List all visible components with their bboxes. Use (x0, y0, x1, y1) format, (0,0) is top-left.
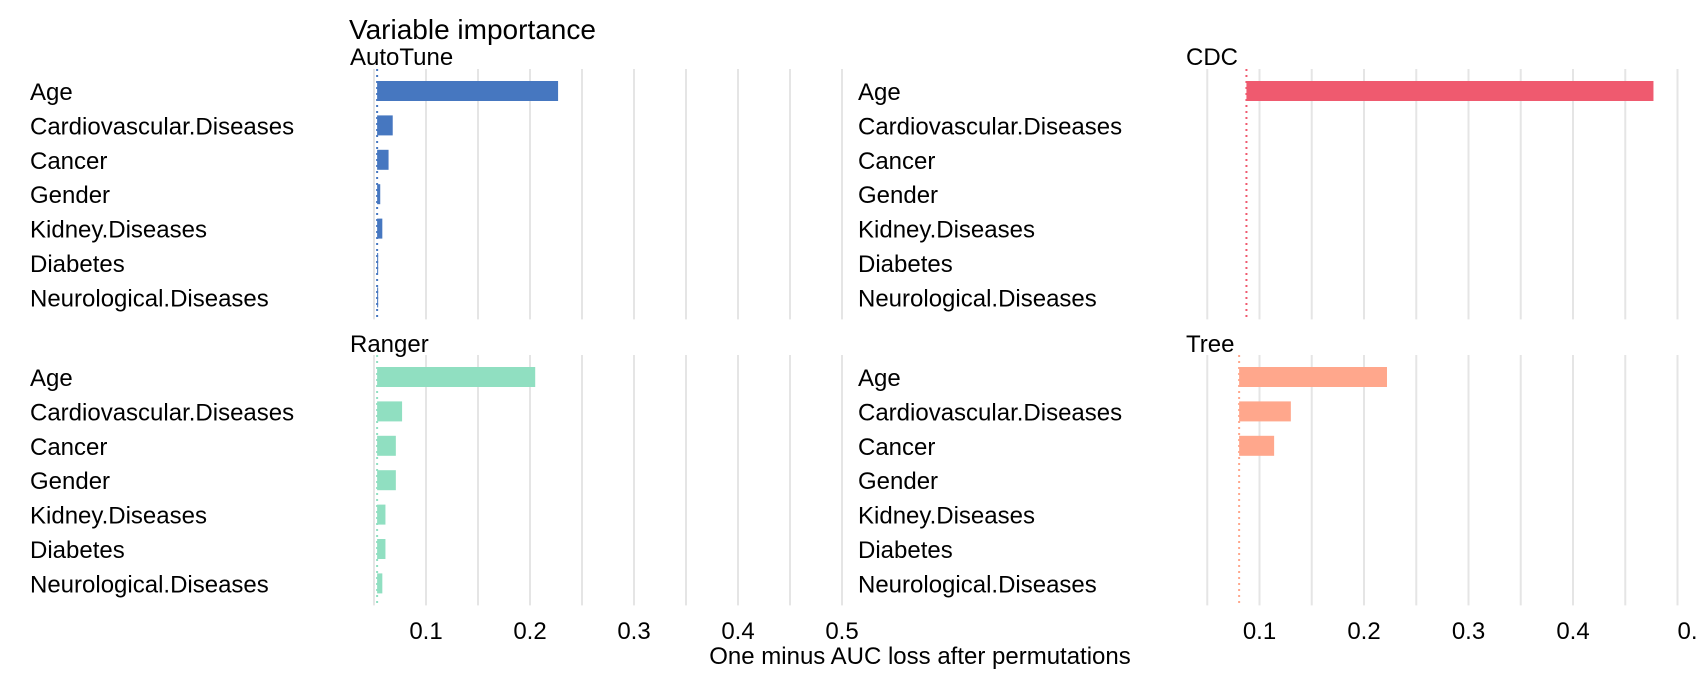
variable-label: Cancer (30, 148, 107, 175)
panel-tree: Tree Age Cardiovascular.Diseases Cancer Gend… (858, 331, 1698, 645)
bar (1239, 367, 1387, 387)
variable-label: Kidney.Diseases (858, 503, 1035, 530)
bar (377, 184, 381, 205)
bar (1246, 81, 1654, 101)
bar (1239, 401, 1291, 422)
x-tick-label: 0.3 (1452, 618, 1485, 645)
panel-title-ranger: Ranger (350, 331, 429, 358)
panel-autotune: AutoTune Age Cardiovascular.Diseases Cancer… (30, 44, 843, 320)
variable-label: Diabetes (858, 537, 953, 564)
variable-label: Diabetes (858, 251, 953, 278)
panel-title-autotune: AutoTune (350, 44, 453, 71)
variable-label: Kidney.Diseases (30, 503, 207, 530)
variable-label: Gender (30, 468, 110, 495)
bar (377, 149, 389, 170)
facet-panels: AutoTune Age Cardiovascular.Diseases Cancer… (30, 44, 1698, 645)
x-tick-label: 0.3 (617, 618, 650, 645)
bar (377, 435, 396, 456)
x-axis-label: One minus AUC loss after permutations (709, 643, 1131, 670)
variable-label: Neurological.Diseases (30, 571, 269, 598)
variable-label: Age (30, 365, 73, 392)
variable-label: Kidney.Diseases (858, 217, 1035, 244)
variable-label: Neurological.Diseases (858, 571, 1097, 598)
bar (377, 367, 536, 387)
bar (1239, 435, 1275, 456)
panel-ranger: Ranger Age Cardiovascular.Diseases Cancer Ge… (30, 331, 859, 645)
x-tick-label: 0.1 (1243, 618, 1276, 645)
panel-cdc: CDC Age Cardiovascular.Diseases Cancer Gende… (858, 44, 1679, 320)
variable-label: Neurological.Diseases (858, 285, 1097, 312)
bar (377, 539, 386, 559)
variable-label: Cardiovascular.Diseases (30, 399, 294, 426)
bar (377, 470, 396, 491)
panel-title-cdc: CDC (1186, 44, 1238, 71)
x-tick-label: 0. (1678, 618, 1698, 645)
variable-label: Cancer (858, 148, 935, 175)
variable-label: Diabetes (30, 537, 125, 564)
x-tick-label: 0.5 (825, 618, 858, 645)
bar (377, 115, 393, 136)
variable-label: Cardiovascular.Diseases (30, 113, 294, 140)
variable-label: Age (30, 79, 73, 106)
x-tick-label: 0.4 (721, 618, 754, 645)
bar (377, 218, 383, 239)
variable-label: Cancer (30, 434, 107, 461)
variable-label: Neurological.Diseases (30, 285, 269, 312)
variable-label: Age (858, 365, 901, 392)
variable-label: Gender (858, 468, 938, 495)
bar (377, 504, 386, 525)
variable-label: Cancer (858, 434, 935, 461)
x-tick-label: 0.1 (409, 618, 442, 645)
variable-label: Gender (858, 182, 938, 209)
bar (377, 573, 383, 594)
x-tick-label: 0.4 (1556, 618, 1589, 645)
bar (377, 81, 559, 101)
variable-label: Gender (30, 182, 110, 209)
x-tick-label: 0.2 (1347, 618, 1380, 645)
variable-label: Kidney.Diseases (30, 217, 207, 244)
x-tick-label: 0.2 (513, 618, 546, 645)
chart-title: Variable importance (349, 14, 596, 45)
variable-label: Diabetes (30, 251, 125, 278)
variable-label: Age (858, 79, 901, 106)
variable-label: Cardiovascular.Diseases (858, 113, 1122, 140)
bar (377, 401, 403, 422)
variable-label: Cardiovascular.Diseases (858, 399, 1122, 426)
panel-title-tree: Tree (1186, 331, 1234, 358)
